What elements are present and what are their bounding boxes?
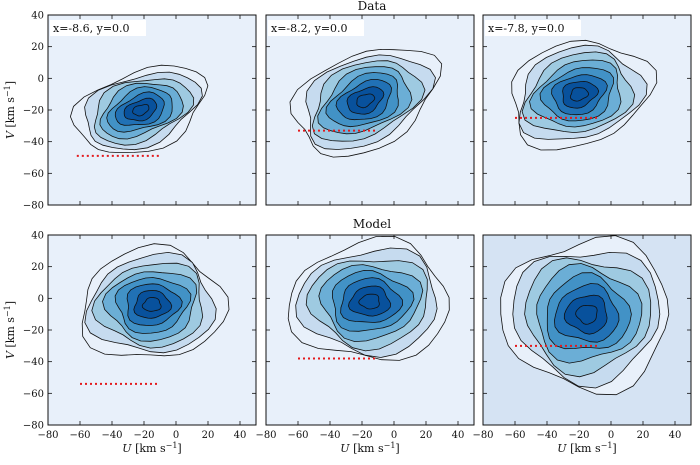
x-tick-label: 20: [202, 430, 215, 441]
x-tick-label: 20: [637, 430, 650, 441]
x-tick-label: −80: [472, 430, 493, 441]
contour-layer: [500, 235, 670, 396]
contour-layer: [287, 235, 450, 361]
contour-level-7: [569, 87, 590, 102]
panel-label: x=-8.6, y=0.0: [53, 22, 130, 35]
x-tick-label: −60: [69, 430, 90, 441]
y-tick-label: 20: [31, 262, 44, 273]
x-tick-label: 0: [608, 430, 614, 441]
panel-model-1: −80 −60 −40 −20 0 20 40 U [km s−1]: [255, 234, 475, 456]
x-tick-label: −40: [319, 430, 340, 441]
x-tick-label: −80: [255, 430, 276, 441]
contour-level-7: [356, 93, 376, 109]
y-tick-label: 40: [31, 231, 44, 242]
x-tick-label: −60: [287, 430, 308, 441]
x-tick-label: −20: [568, 430, 589, 441]
contour-level-7: [141, 296, 162, 312]
row-title-data: Data: [358, 0, 387, 13]
y-tick-label: −40: [23, 137, 44, 148]
panel-grid: −80 −60 −40 −20 0 20 40 x=-8.6, y=0.0 V [km s−1]…: [3, 11, 692, 456]
x-tick-label: 40: [669, 430, 682, 441]
contour-layer: [511, 39, 658, 151]
x-axis-label: U [km s−1]: [122, 441, 181, 456]
y-tick-label: −80: [23, 421, 44, 432]
panel-label-box: [485, 20, 581, 36]
x-tick-label: 40: [452, 430, 465, 441]
y-axis-label: V [km s−1]: [3, 81, 18, 139]
panel-model-0: −80 −60 −40 −20 0 20 40 −80 −60 −40 −20 0 20 40 U [km …: [3, 231, 257, 456]
y-tick-label: −20: [23, 106, 44, 117]
x-tick-label: −80: [37, 430, 58, 441]
y-tick-label: 40: [31, 11, 44, 22]
panel-label-box: [268, 20, 364, 36]
x-tick-label: −40: [536, 430, 557, 441]
contour-level-7: [358, 293, 380, 310]
panel-data-0: −80 −60 −40 −20 0 20 40 x=-8.6, y=0.0 V [km s−1]: [3, 11, 257, 212]
row-title-model: Model: [353, 217, 391, 231]
y-tick-label: −80: [23, 201, 44, 212]
panel-model-2: −80 −60 −40 −20 0 20 40 U [km s−1]: [472, 234, 692, 456]
x-axis-label: U [km s−1]: [340, 441, 399, 456]
y-tick-label: −20: [23, 326, 44, 337]
y-axis-label: V [km s−1]: [3, 301, 18, 359]
x-tick-label: −40: [101, 430, 122, 441]
y-tick-label: −60: [23, 389, 44, 400]
contour-layer: [81, 243, 230, 357]
panel-data-1: x=-8.2, y=0.0: [265, 14, 475, 206]
x-tick-label: −60: [504, 430, 525, 441]
x-tick-label: 40: [234, 430, 247, 441]
y-tick-label: 20: [31, 42, 44, 53]
contour-level-7: [132, 104, 150, 117]
y-tick-label: 0: [38, 74, 44, 85]
y-tick-label: 0: [38, 294, 44, 305]
x-tick-label: 0: [173, 430, 179, 441]
x-tick-label: 20: [420, 430, 433, 441]
x-tick-label: −20: [351, 430, 372, 441]
panel-label: x=-7.8, y=0.0: [488, 22, 565, 35]
contour-level-7: [575, 304, 598, 325]
panel-label: x=-8.2, y=0.0: [271, 22, 348, 35]
contour-layer: [69, 64, 209, 154]
y-tick-label: −40: [23, 357, 44, 368]
panel-label-box: [50, 20, 146, 36]
x-tick-label: 0: [391, 430, 397, 441]
y-tick-label: −60: [23, 169, 44, 180]
x-axis-label: U [km s−1]: [557, 441, 616, 456]
panel-data-2: x=-7.8, y=0.0: [482, 14, 692, 206]
contour-layer: [289, 48, 443, 158]
x-tick-label: −20: [133, 430, 154, 441]
